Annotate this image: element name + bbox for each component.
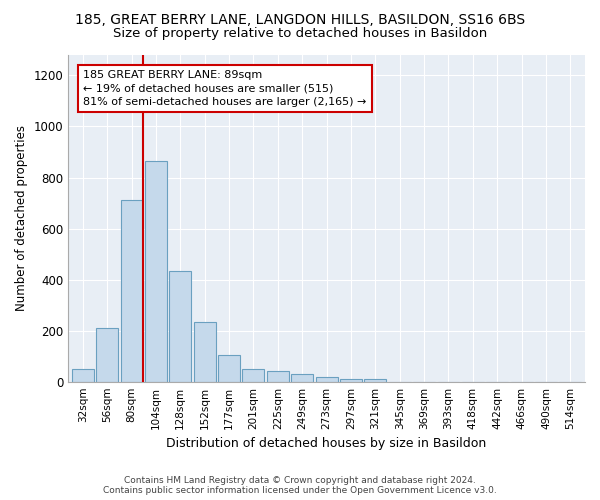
Bar xyxy=(218,355,240,382)
Bar xyxy=(267,372,289,382)
Bar xyxy=(121,200,143,382)
Bar xyxy=(96,328,118,382)
Y-axis label: Number of detached properties: Number of detached properties xyxy=(15,126,28,312)
Bar xyxy=(340,379,362,382)
Bar xyxy=(145,161,167,382)
X-axis label: Distribution of detached houses by size in Basildon: Distribution of detached houses by size … xyxy=(166,437,487,450)
Bar xyxy=(72,370,94,382)
Bar xyxy=(316,376,338,382)
Bar xyxy=(291,374,313,382)
Text: 185, GREAT BERRY LANE, LANGDON HILLS, BASILDON, SS16 6BS: 185, GREAT BERRY LANE, LANGDON HILLS, BA… xyxy=(75,12,525,26)
Bar xyxy=(169,270,191,382)
Bar xyxy=(364,379,386,382)
Bar xyxy=(194,322,215,382)
Text: 185 GREAT BERRY LANE: 89sqm
← 19% of detached houses are smaller (515)
81% of se: 185 GREAT BERRY LANE: 89sqm ← 19% of det… xyxy=(83,70,367,106)
Bar xyxy=(242,370,265,382)
Text: Contains HM Land Registry data © Crown copyright and database right 2024.
Contai: Contains HM Land Registry data © Crown c… xyxy=(103,476,497,495)
Text: Size of property relative to detached houses in Basildon: Size of property relative to detached ho… xyxy=(113,28,487,40)
